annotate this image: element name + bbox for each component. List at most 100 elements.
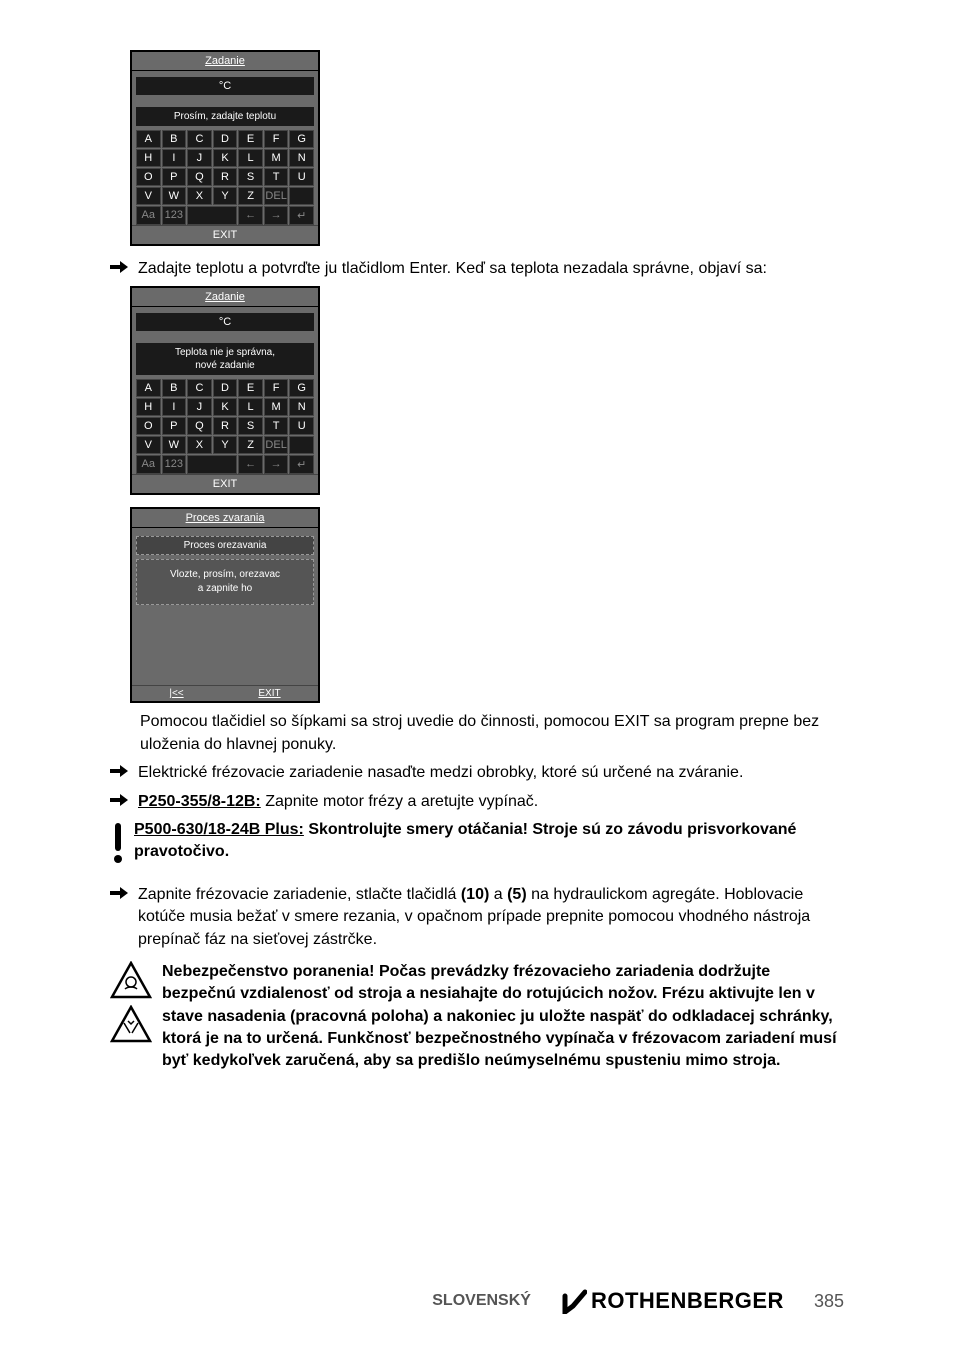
warning-block: Nebezpečenstvo poranenia! Počas prevádzk…	[110, 961, 844, 1073]
key: DEL	[264, 187, 289, 205]
key: M	[264, 398, 289, 416]
warning-hand-icon	[110, 961, 152, 999]
key: Z	[238, 187, 263, 205]
instruction-line: Zadajte teplotu a potvrďte ju tlačidlom …	[110, 258, 844, 280]
label: P500-630/18-24B Plus:	[134, 821, 304, 838]
key: I	[162, 398, 187, 416]
t: a	[489, 886, 507, 903]
key: S	[238, 168, 263, 186]
screen-msg: Teplota nie je správna,nové zadanie	[136, 343, 314, 375]
key: 123	[162, 206, 187, 225]
key: C	[187, 379, 212, 397]
text: Zapnite frézovacie zariadenie, stlačte t…	[138, 884, 844, 951]
key: R	[213, 417, 238, 435]
warning-cut-icon	[110, 1005, 152, 1043]
key: Aa	[136, 455, 161, 474]
proc-footer: |<< EXIT	[132, 685, 318, 701]
key	[289, 436, 314, 454]
screen-exit: EXIT	[132, 474, 318, 493]
spacer	[132, 605, 318, 685]
key: X	[187, 187, 212, 205]
key: DEL	[264, 436, 289, 454]
text: Zadajte teplotu a potvrďte ju tlačidlom …	[138, 258, 844, 280]
key: J	[187, 398, 212, 416]
warning-icons	[110, 961, 152, 1043]
key: F	[264, 130, 289, 148]
exit-button: EXIT	[258, 688, 280, 699]
key: K	[213, 398, 238, 416]
input-screen-1: Zadanie °C Prosím, zadajte teplotu ABCDE…	[130, 50, 844, 246]
key: G	[289, 130, 314, 148]
footer-logo: ROTHENBERGER	[561, 1288, 784, 1314]
key: T	[264, 168, 289, 186]
key: U	[289, 417, 314, 435]
key: N	[289, 398, 314, 416]
paragraph: Pomocou tlačidiel so šípkami sa stroj uv…	[140, 711, 844, 756]
key: M	[264, 149, 289, 167]
key: ↵	[289, 455, 314, 474]
screen-msg: Prosím, zadajte teplotu	[136, 107, 314, 126]
key: P	[162, 417, 187, 435]
label: P250-355/8-12B:	[138, 793, 261, 810]
t: Zapnite frézovacie zariadenie, stlačte t…	[138, 886, 461, 903]
key: N	[289, 149, 314, 167]
key	[187, 455, 237, 474]
logo-text: ROTHENBERGER	[591, 1288, 784, 1314]
key: A	[136, 379, 161, 397]
key: J	[187, 149, 212, 167]
exclamation-icon	[110, 823, 126, 863]
arrow-right-icon	[110, 886, 128, 900]
screen-header: Zadanie	[132, 52, 318, 71]
arrow-right-icon	[110, 793, 128, 807]
key: 123	[162, 455, 187, 474]
warning-text: Nebezpečenstvo poranenia! Počas prevádzk…	[162, 961, 844, 1073]
arrow-right-icon	[110, 764, 128, 778]
key: W	[162, 187, 187, 205]
key: K	[213, 149, 238, 167]
instruction-line: P250-355/8-12B: Zapnite motor frézy a ar…	[110, 791, 844, 813]
logo-tick-icon	[561, 1288, 587, 1314]
key	[187, 206, 237, 225]
key: L	[238, 149, 263, 167]
key	[289, 187, 314, 205]
footer-lang: SLOVENSKÝ	[432, 1292, 531, 1310]
key: A	[136, 130, 161, 148]
ref: (5)	[507, 886, 527, 903]
page-footer: SLOVENSKÝ ROTHENBERGER 385	[110, 1288, 844, 1314]
screen-exit: EXIT	[132, 225, 318, 244]
key: Q	[187, 417, 212, 435]
key: I	[162, 149, 187, 167]
key: P	[162, 168, 187, 186]
key: C	[187, 130, 212, 148]
text: P500-630/18-24B Plus: Skontrolujte smery…	[134, 819, 844, 864]
text: P250-355/8-12B: Zapnite motor frézy a ar…	[138, 791, 844, 813]
key: V	[136, 187, 161, 205]
key: ↵	[289, 206, 314, 225]
key: R	[213, 168, 238, 186]
key: X	[187, 436, 212, 454]
key: S	[238, 417, 263, 435]
proc-header: Proces zvarania	[132, 509, 318, 528]
key: D	[213, 130, 238, 148]
ref: (10)	[461, 886, 489, 903]
process-screen: Proces zvarania Proces orezavania Vlozte…	[130, 507, 320, 703]
input-screen-2: Zadanie °C Teplota nie je správna,nové z…	[130, 286, 844, 495]
key: Y	[213, 187, 238, 205]
key: H	[136, 149, 161, 167]
key: ←	[238, 455, 263, 474]
instruction-line: Elektrické frézovacie zariadenie nasaďte…	[110, 762, 844, 784]
key: Y	[213, 436, 238, 454]
arrow-right-icon	[110, 260, 128, 274]
key: Z	[238, 436, 263, 454]
key: G	[289, 379, 314, 397]
text: Elektrické frézovacie zariadenie nasaďte…	[138, 762, 844, 784]
key: Q	[187, 168, 212, 186]
unit-band: °C	[136, 313, 314, 331]
key: B	[162, 130, 187, 148]
key: ←	[238, 206, 263, 225]
key: V	[136, 436, 161, 454]
key: O	[136, 168, 161, 186]
key: →	[264, 455, 289, 474]
key: →	[264, 206, 289, 225]
key: F	[264, 379, 289, 397]
